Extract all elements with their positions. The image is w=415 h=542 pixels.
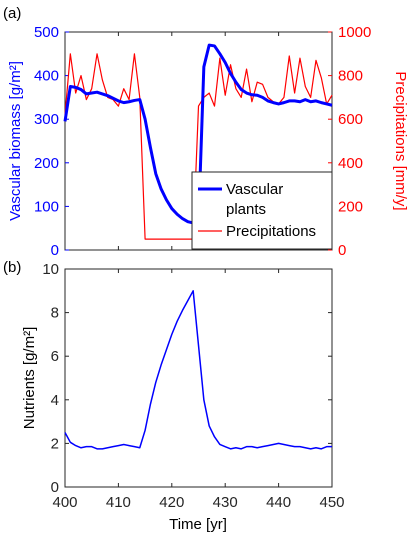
panel-b-x-axis-title: Time [yr] bbox=[169, 516, 227, 533]
legend-label-precipitations: Precipitations bbox=[226, 223, 316, 240]
panel-a-left-tick-label: 100 bbox=[34, 198, 59, 215]
panel-a-right-tick-label: 0 bbox=[338, 242, 346, 259]
legend-box bbox=[191, 171, 333, 250]
legend-label-vascular-plants-line1: Vascular bbox=[226, 181, 283, 198]
panel-a-right-tick-label: 600 bbox=[338, 111, 363, 128]
panel-a-left-tick-label: 300 bbox=[34, 111, 59, 128]
legend: Vascular plants Precipitations bbox=[191, 171, 333, 250]
panel-b-x-tick-label: 400 bbox=[52, 494, 77, 511]
panel-a-right-tick-label: 400 bbox=[338, 155, 363, 172]
panel-a-label: (a) bbox=[3, 5, 21, 22]
panel-a-plot-area bbox=[64, 31, 333, 251]
panel-b-label: (b) bbox=[3, 259, 21, 276]
panel-b-x-tick-label: 430 bbox=[213, 494, 238, 511]
panel-a-right-tick-label: 200 bbox=[338, 198, 363, 215]
panel-a-left-tick-label: 400 bbox=[34, 68, 59, 85]
panel-b-x-tick-label: 420 bbox=[159, 494, 184, 511]
series-line-nutrients bbox=[64, 290, 332, 450]
panel-a: (a) 0 100 200 300 400 500 0 200 400 600 800 1000 V… bbox=[3, 5, 409, 259]
panel-a-left-axis: 0 100 200 300 400 500 bbox=[34, 24, 69, 259]
panel-b-plot-area bbox=[64, 268, 333, 488]
panel-a-right-axis-title: Precipitations [mm/y] bbox=[392, 71, 409, 210]
panel-a-left-tick-label: 0 bbox=[51, 242, 59, 259]
panel-b-y-tick-label: 10 bbox=[42, 261, 59, 278]
panel-b-y-axis-title: Nutrients [g/m²] bbox=[21, 327, 38, 430]
panel-b-x-tick-label: 450 bbox=[319, 494, 344, 511]
panel-a-right-tick-label: 800 bbox=[338, 68, 363, 85]
panel-a-left-axis-title: Vascular biomass [g/m²] bbox=[7, 61, 24, 221]
panel-b: (b) 0 2 4 6 8 10 400 410 420 430 440 450 Nutrients… bbox=[3, 259, 345, 533]
panel-b-y-tick-label: 2 bbox=[51, 435, 59, 452]
panel-a-left-tick-label: 500 bbox=[34, 24, 59, 41]
panel-b-x-tick-label: 410 bbox=[106, 494, 131, 511]
panel-a-right-tick-label: 1000 bbox=[338, 24, 371, 41]
panel-b-y-tick-label: 0 bbox=[51, 479, 59, 496]
legend-label-vascular-plants-line2: plants bbox=[226, 201, 266, 218]
panel-b-y-tick-label: 6 bbox=[51, 348, 59, 365]
panel-b-y-axis: 0 2 4 6 8 10 bbox=[42, 261, 332, 496]
panel-b-series bbox=[64, 290, 332, 450]
panel-b-y-tick-label: 8 bbox=[51, 305, 59, 322]
panel-b-x-tick-label: 440 bbox=[266, 494, 291, 511]
panel-a-right-axis: 0 200 400 600 800 1000 bbox=[328, 24, 371, 259]
panel-b-y-tick-label: 4 bbox=[51, 392, 59, 409]
panel-a-left-tick-label: 200 bbox=[34, 155, 59, 172]
panel-b-x-axis: 400 410 420 430 440 450 bbox=[52, 269, 345, 511]
